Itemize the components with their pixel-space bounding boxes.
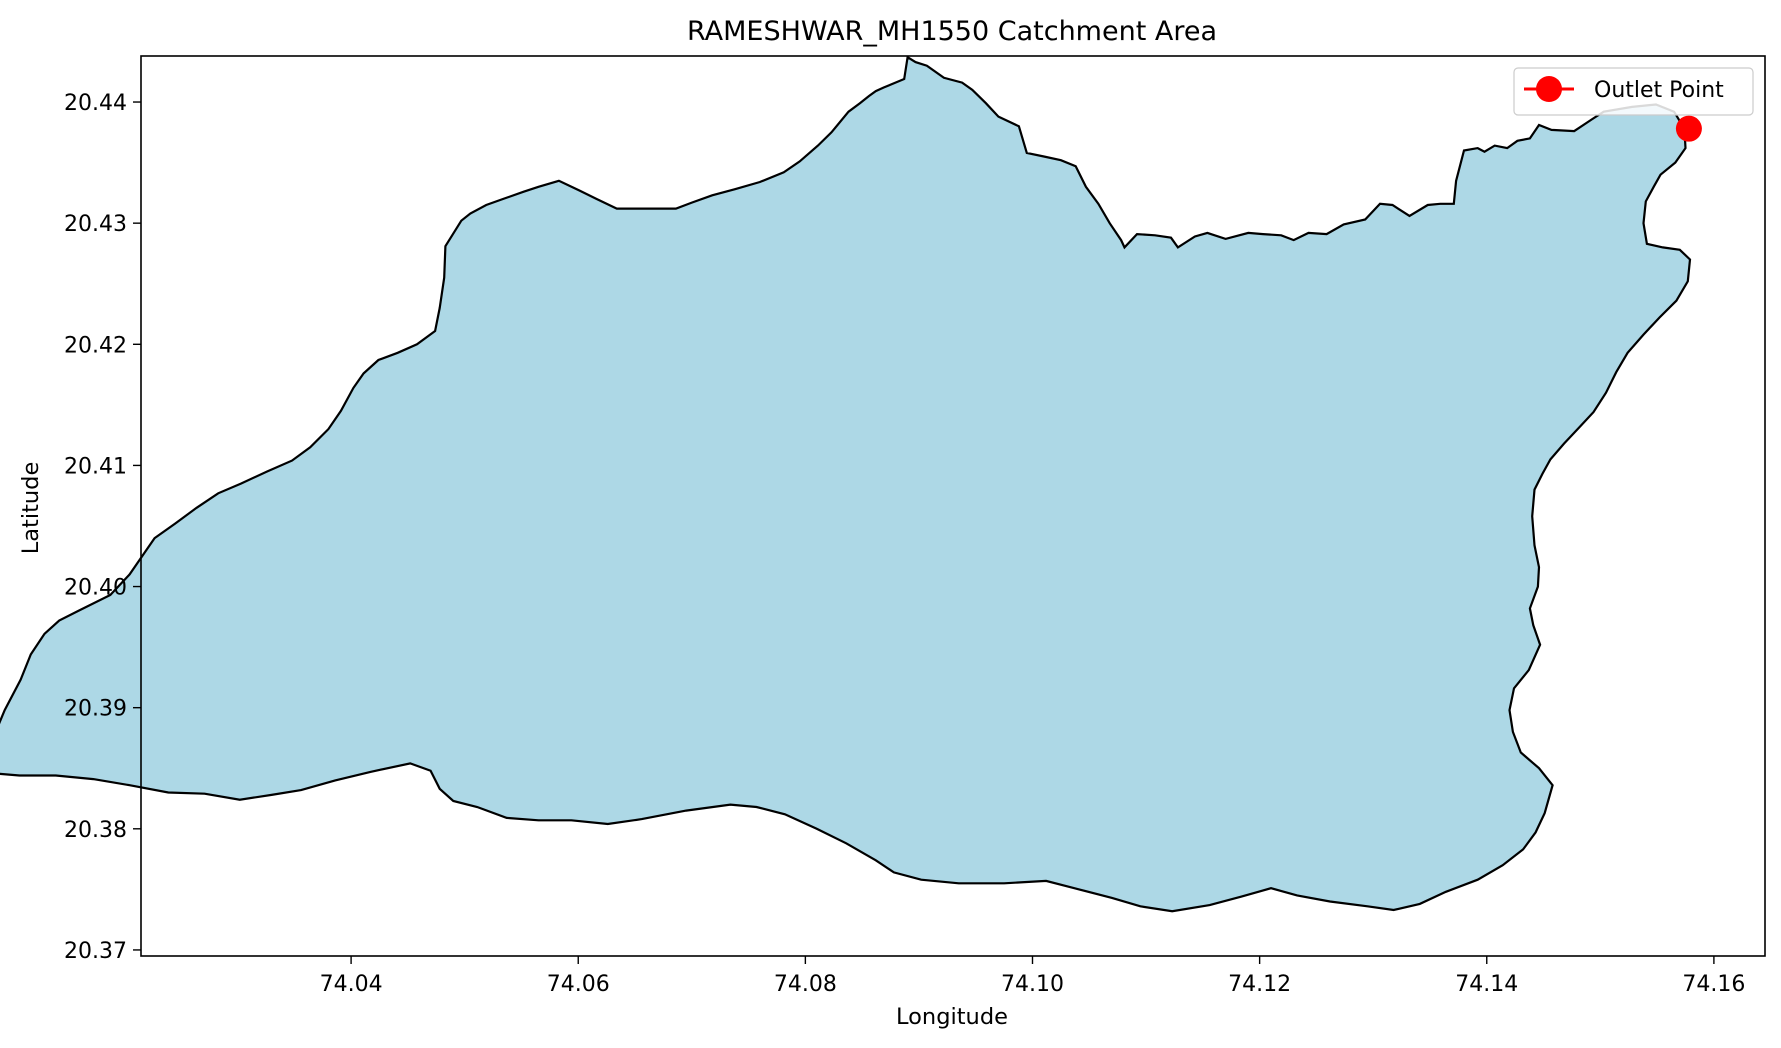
outlet-point-marker [1675, 115, 1702, 142]
x-axis-label: Longitude [896, 1004, 1008, 1030]
y-axis-ticks: 20.37 20.38 20.39 20.40 20.41 20.42 20.43 20.44 [64, 91, 141, 964]
legend: Outlet Point [1513, 67, 1754, 116]
axes-frame [140, 55, 1766, 957]
x-tick-label: 74.06 [547, 972, 610, 997]
outlet-layer [1675, 115, 1702, 142]
y-tick-label: 20.43 [64, 212, 127, 237]
y-tick-label: 20.40 [64, 576, 127, 601]
chart-title: RAMESHWAR_MH1550 Catchment Area [687, 16, 1217, 47]
y-axis-label: Latitude [18, 462, 44, 555]
x-tick-label: 74.12 [1228, 972, 1291, 997]
catchment-polygon [0, 55, 1692, 913]
x-tick-label: 74.04 [320, 972, 383, 997]
y-tick-label: 20.44 [64, 91, 127, 116]
x-tick-label: 74.16 [1682, 972, 1745, 997]
legend-point-marker [1536, 76, 1562, 102]
legend-box [1513, 67, 1754, 116]
y-tick-label: 20.37 [64, 939, 127, 964]
y-tick-label: 20.38 [64, 818, 127, 843]
y-tick-label: 20.42 [64, 333, 127, 358]
legend-label-outlet-point: Outlet Point [1594, 78, 1724, 103]
x-tick-label: 74.14 [1455, 972, 1518, 997]
plot-area: 74.04 74.06 74.08 74.10 74.12 74.14 74.16 20.3… [0, 55, 1766, 997]
x-tick-label: 74.10 [1001, 972, 1064, 997]
x-axis-ticks: 74.04 74.06 74.08 74.10 74.12 74.14 74.16 [320, 956, 1745, 997]
x-tick-label: 74.08 [774, 972, 837, 997]
y-tick-label: 20.39 [64, 697, 127, 722]
y-tick-label: 20.41 [64, 454, 127, 479]
